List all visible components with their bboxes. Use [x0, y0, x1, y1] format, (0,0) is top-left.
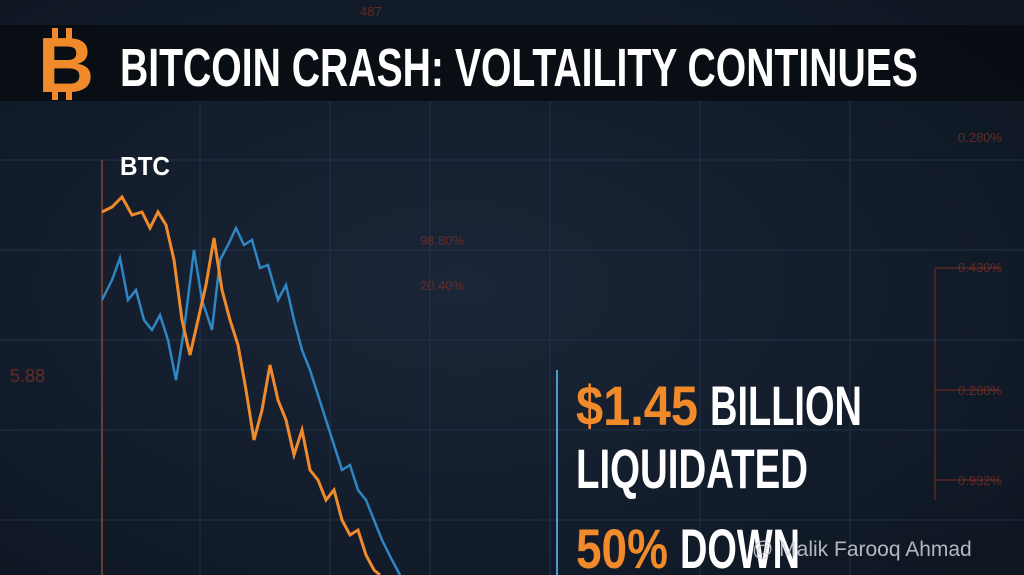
chart-label: BTC: [120, 151, 170, 181]
bg-label: 0.430%: [958, 260, 1003, 275]
bg-label: 20.40%: [420, 278, 465, 293]
bitcoin-icon: B: [38, 21, 94, 109]
stat-percent: 50%: [576, 517, 668, 575]
bg-label: 0.280%: [958, 130, 1003, 145]
stat-amount: $1.45: [576, 374, 698, 437]
blue-line: [100, 225, 402, 575]
bg-label: 98.80%: [420, 233, 465, 248]
grid: [0, 100, 1024, 575]
stat-direction: DOWN: [680, 517, 800, 575]
title: BITCOIN CRASH: VOLTAILITY CONTINUES: [120, 38, 918, 98]
bg-label: 487: [360, 4, 382, 19]
stat-action: LIQUIDATED: [576, 437, 808, 500]
bg-label: 0.280%: [958, 383, 1003, 398]
stat-unit: BILLION: [710, 374, 862, 437]
bg-label: 0.932%: [958, 473, 1003, 488]
watermark: @ Malik Farooq Ahmad: [752, 538, 972, 561]
orange-line: [101, 194, 381, 575]
title-bar: [0, 25, 1024, 101]
bg-label: 5.88: [10, 366, 45, 386]
bg-bracket: [934, 267, 1000, 500]
